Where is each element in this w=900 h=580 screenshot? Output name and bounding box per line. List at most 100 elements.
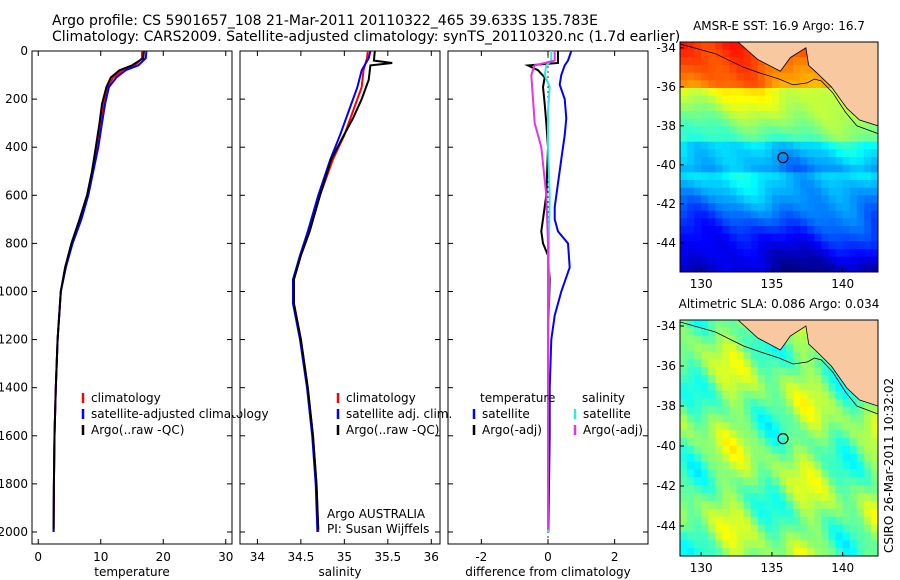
- sst_map-cell: [863, 233, 872, 242]
- difference-xtick-label: 2: [611, 550, 619, 564]
- sla_map-cell: [779, 532, 787, 541]
- sla_map-cell: [708, 508, 716, 518]
- sla_map-cell: [807, 453, 815, 463]
- sst_map-cell: [736, 149, 745, 158]
- sst_map-cell: [687, 210, 695, 219]
- sla_map-cell: [856, 516, 865, 526]
- sst_map-cell: [821, 264, 830, 272]
- sst_map-cell: [779, 195, 787, 204]
- sla_map-cell: [828, 438, 837, 447]
- sst_map-cell: [856, 187, 865, 196]
- sla_map-cell: [828, 532, 837, 541]
- sla_map-cell: [786, 367, 794, 376]
- sla_map-cell: [701, 430, 709, 439]
- sst_map-cell: [750, 149, 759, 158]
- sst_map-cell: [800, 49, 808, 58]
- sst_map-cell: [715, 72, 724, 81]
- sla_map-cell: [771, 422, 780, 431]
- sla_map-cell: [715, 493, 724, 502]
- sst_map-cell: [771, 103, 780, 112]
- sla_map-title: Altimetric SLA: 0.086 Argo: 0.034: [679, 297, 880, 311]
- sla_map-cell: [680, 422, 688, 431]
- sst_map-cell: [835, 256, 844, 265]
- sst_map-cell: [694, 111, 702, 120]
- sla_map-cell: [736, 461, 745, 471]
- sst_map-cell: [856, 233, 865, 242]
- sla_map-cell: [870, 540, 878, 549]
- sst_map-cell: [687, 111, 695, 120]
- sst_map-cell: [680, 180, 688, 189]
- sla_map-cell: [821, 382, 830, 392]
- sla_map-cell: [722, 335, 731, 345]
- sla_map-cell: [835, 453, 844, 463]
- sst_map-cell: [736, 134, 745, 143]
- temperature-xtick-label: 10: [93, 550, 108, 564]
- sst_map-cell: [708, 57, 716, 66]
- sst_map-cell: [729, 218, 738, 227]
- sst_map-cell: [771, 80, 780, 89]
- sla_map-cell: [870, 532, 878, 541]
- sla_map-cell: [793, 351, 801, 360]
- sst_map-cell: [842, 195, 851, 204]
- sla_map-cell: [863, 414, 872, 423]
- sst_map-cell: [764, 241, 773, 250]
- sla_map-cell: [807, 343, 815, 353]
- sla_map-cell: [786, 445, 794, 455]
- sst_map-cell: [870, 264, 878, 272]
- sst_map-cell: [821, 187, 830, 196]
- sla_map-cell: [821, 540, 830, 549]
- sst_map-cell: [701, 203, 709, 212]
- sla_map-cell: [828, 524, 837, 533]
- sst_map-cell: [779, 88, 787, 97]
- sla_map-cell: [764, 532, 773, 541]
- sst_map-frame: [679, 41, 879, 273]
- sla_map-cell: [736, 508, 745, 518]
- sla_map-cell: [821, 485, 830, 494]
- sla_map-cell: [680, 477, 688, 486]
- sla_map-cell: [680, 351, 688, 360]
- sla_map-cell: [764, 438, 773, 447]
- sla_map-cell: [771, 493, 780, 502]
- sst_map-cell: [729, 111, 738, 120]
- sla_map-cell: [814, 375, 823, 384]
- sst_map-cell: [701, 141, 709, 150]
- sla_map-cell: [779, 461, 787, 471]
- sla_map-cell: [729, 461, 738, 471]
- sst_map-cell: [743, 256, 752, 265]
- sst_map-cell: [771, 72, 780, 81]
- sst_map-cell: [687, 80, 695, 89]
- sla_map-cell: [835, 548, 844, 556]
- sst_map-cell: [680, 241, 688, 250]
- sst_map-cell: [771, 126, 780, 135]
- sst_map-cell: [680, 195, 688, 204]
- sla_map-cell: [722, 422, 731, 431]
- sst_map-cell: [807, 172, 815, 181]
- sst_map-cell: [863, 134, 872, 143]
- sst_map-cell: [800, 57, 808, 66]
- sst_map-cell: [793, 157, 801, 166]
- depth-tick-label: 1600: [0, 429, 28, 443]
- sla_map-cell: [807, 414, 815, 423]
- sst_map-cell: [807, 103, 815, 112]
- sla_map-cell: [842, 469, 851, 478]
- salinity-xlabel: salinity: [318, 565, 361, 579]
- sla_map-cell: [835, 406, 844, 415]
- sst_map-cell: [828, 256, 837, 265]
- sla_map-cell: [750, 430, 759, 439]
- sla_map-cell: [687, 508, 695, 518]
- sla_map-cell: [786, 430, 794, 439]
- sst_map-cell: [764, 88, 773, 97]
- sst_map-cell: [771, 241, 780, 250]
- sla_map-cell: [715, 477, 724, 486]
- sla_map-cell: [786, 422, 794, 431]
- sst_map-cell: [736, 172, 745, 181]
- sst_map-cell: [771, 249, 780, 258]
- sst_map-cell: [764, 95, 773, 104]
- sst_map-cell: [835, 149, 844, 158]
- sla_map-cell: [863, 493, 872, 502]
- sst_map-cell: [694, 195, 702, 204]
- sla_map-cell: [779, 351, 787, 360]
- sst_map-cell: [743, 65, 752, 74]
- sst_map-cell: [708, 203, 716, 212]
- sla_map-cell: [701, 532, 709, 541]
